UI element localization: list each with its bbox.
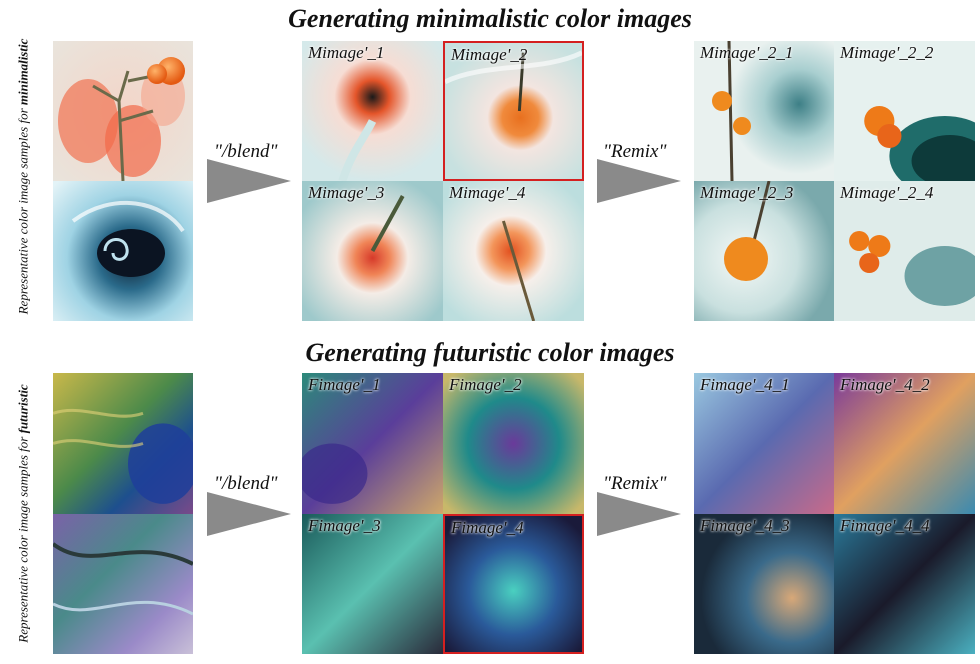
tile-label: Fimage'_4_1 <box>700 375 790 394</box>
source-image-tomato <box>53 41 193 181</box>
section-title-minimalistic: Generating minimalistic color images <box>288 4 692 33</box>
side-label-prefix: Representative color image samples for <box>15 436 31 643</box>
side-label-keyword: minimalistic <box>15 38 31 106</box>
tile-label: Fimage'_4 <box>451 518 524 537</box>
generated-tile: Fimage'_2 <box>443 373 584 514</box>
remix-tile: Fimage'_4_2 <box>834 373 975 514</box>
blend-arrow-icon <box>207 159 291 203</box>
side-label-prefix: Representative color image samples for <box>15 108 31 315</box>
remix-tile: Mimage'_2_2 <box>834 41 975 181</box>
generated-tile-selected: Mimage'_2 <box>443 41 584 181</box>
remix-tile: Mimage'_2_4 <box>834 181 975 321</box>
remix-label-futuristic: "Remix" <box>603 473 667 494</box>
tile-label: Mimage'_1 <box>308 43 385 62</box>
remix-tile: Fimage'_4_4 <box>834 514 975 654</box>
side-label-minimalistic: Representative color image samples for m… <box>15 27 32 327</box>
tile-label: Mimage'_2 <box>451 45 528 64</box>
remix-label-minimalistic: "Remix" <box>603 141 667 162</box>
tile-label: Fimage'_2 <box>449 375 522 394</box>
remix-tile: Fimage'_4_1 <box>694 373 834 514</box>
tile-label: Mimage'_2_2 <box>840 43 934 62</box>
generated-tile: Mimage'_4 <box>443 181 584 321</box>
blend-arrow-icon <box>207 492 291 536</box>
remix-arrow-icon <box>597 492 681 536</box>
tile-label: Fimage'_4_2 <box>840 375 930 394</box>
generated-tile: Fimage'_1 <box>302 373 443 514</box>
tile-label: Mimage'_2_4 <box>840 183 934 202</box>
side-label-futuristic: Representative color image samples for f… <box>15 364 32 664</box>
section-title-futuristic: Generating futuristic color images <box>305 338 675 367</box>
tile-label: Fimage'_3 <box>308 516 381 535</box>
tile-label: Mimage'_2_1 <box>700 43 794 62</box>
generated-tile-selected: Fimage'_4 <box>443 514 584 654</box>
tile-label: Mimage'_2_3 <box>700 183 794 202</box>
remix-tile: Mimage'_2_3 <box>694 181 834 321</box>
source-image-water-swirl <box>53 181 193 321</box>
remix-tile: Fimage'_4_3 <box>694 514 834 654</box>
tile-label: Fimage'_4_3 <box>700 516 790 535</box>
blend-label-minimalistic: "/blend" <box>214 141 278 162</box>
source-image-iridescent <box>53 514 193 654</box>
tile-label: Mimage'_3 <box>308 183 385 202</box>
blend-label-futuristic: "/blend" <box>214 473 278 494</box>
tile-label: Mimage'_4 <box>449 183 526 202</box>
tile-label: Fimage'_4_4 <box>840 516 930 535</box>
remix-tile: Mimage'_2_1 <box>694 41 834 181</box>
source-image-peacock <box>53 373 193 514</box>
generated-tile: Mimage'_3 <box>302 181 443 321</box>
generated-tile: Fimage'_3 <box>302 514 443 654</box>
tile-label: Fimage'_1 <box>308 375 381 394</box>
side-label-keyword: futuristic <box>15 384 31 434</box>
generated-tile: Mimage'_1 <box>302 41 443 181</box>
remix-arrow-icon <box>597 159 681 203</box>
